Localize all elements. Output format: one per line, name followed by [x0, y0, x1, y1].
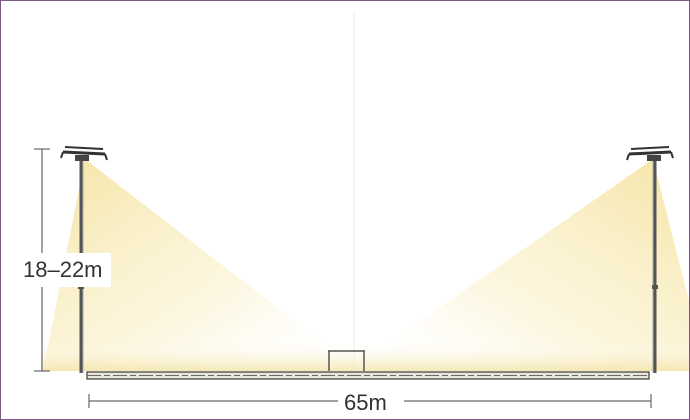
ground-glow	[41, 341, 689, 371]
height-label-bg	[19, 253, 111, 287]
width-label-bg	[339, 389, 403, 417]
pole-right	[652, 161, 658, 373]
light-beam-left	[43, 159, 359, 371]
height-label: 18–22m	[23, 257, 103, 282]
light-beam-right	[349, 159, 689, 371]
floodlight-icon	[626, 146, 674, 161]
width-dimension	[88, 394, 652, 408]
floodlight-icon	[60, 146, 108, 161]
width-label: 65m	[344, 390, 387, 415]
field-ground	[86, 371, 650, 380]
goal-icon	[328, 350, 365, 371]
